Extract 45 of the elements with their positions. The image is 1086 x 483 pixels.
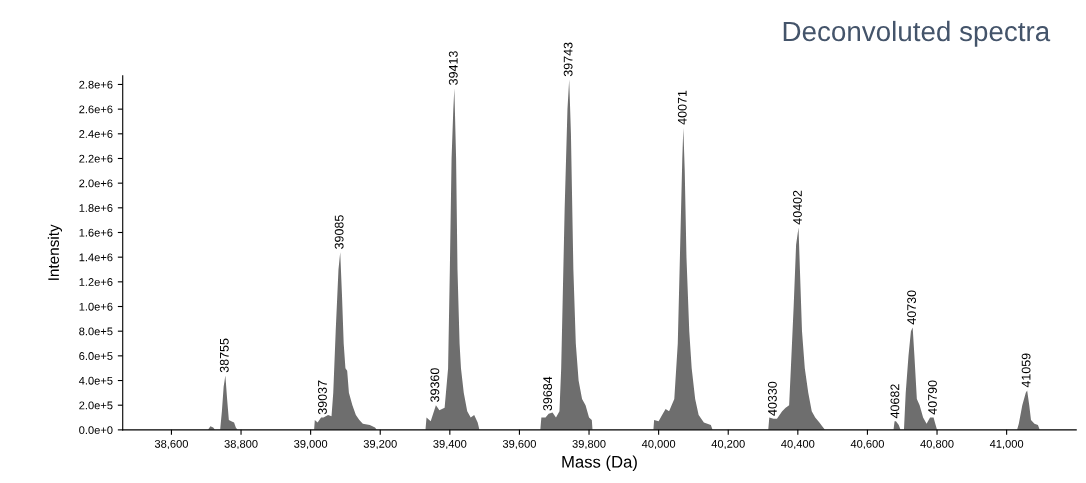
annotation: 40682 (890, 384, 900, 419)
x-tick-label: 40,000 (641, 439, 676, 450)
y-tick-label: 8.0e+5 (79, 327, 113, 336)
y-axis-title: Intensity (47, 224, 63, 280)
y-tick-label: 2.2e+6 (79, 154, 113, 163)
x-tick-label: 39,600 (502, 439, 536, 450)
y-tick-label: 6.0e+5 (79, 352, 113, 360)
y-tick-label: 0.0e+0 (79, 426, 113, 435)
x-tick-label: 38,800 (224, 439, 258, 450)
annotation: 39684 (543, 376, 553, 411)
annotation: 39085 (334, 215, 344, 249)
annotation: 38755 (219, 338, 229, 373)
y-tick-label: 2.8e+6 (79, 80, 113, 89)
y-tick-label: 2.0e+5 (79, 401, 113, 410)
x-tick-label: 38,600 (154, 439, 188, 450)
x-tick-label: 39,000 (294, 439, 328, 450)
y-tick-label: 1.6e+6 (79, 228, 113, 237)
annotation: 40730 (907, 290, 917, 325)
annotation: 40071 (677, 90, 687, 125)
annotation: 39360 (430, 368, 440, 402)
annotation: 40402 (793, 190, 802, 225)
chart-title: Deconvoluted spectra (783, 20, 1051, 47)
annotation: 41059 (1021, 353, 1031, 388)
x-tick-label: 40,400 (781, 439, 815, 450)
y-tick-label: 1.8e+6 (79, 204, 113, 212)
annotation: 40330 (767, 381, 777, 416)
annotation: 39037 (318, 380, 327, 415)
x-tick-label: 39,400 (433, 439, 467, 450)
x-tick-label: 39,200 (363, 439, 397, 450)
y-tick-label: 1.0e+6 (79, 302, 113, 311)
x-tick-label: 40,600 (850, 439, 884, 450)
x-axis-title: Mass (Da) (562, 455, 637, 472)
y-tick-label: 2.6e+6 (79, 105, 113, 114)
x-tick-label: 40,800 (920, 439, 954, 450)
x-tick-label: 41,000 (989, 439, 1024, 450)
x-tick-label: 40,200 (711, 439, 745, 450)
annotation: 39413 (448, 51, 458, 85)
x-tick-label: 39,800 (572, 439, 606, 450)
y-tick-label: 4.0e+5 (78, 376, 113, 385)
y-tick-label: 2.4e+6 (79, 130, 113, 138)
annotation: 40790 (928, 380, 937, 415)
y-tick-label: 2.0e+6 (79, 179, 113, 188)
y-tick-label: 1.2e+6 (79, 278, 113, 286)
y-tick-label: 1.4e+6 (79, 253, 113, 262)
annotation: 39743 (563, 42, 573, 77)
